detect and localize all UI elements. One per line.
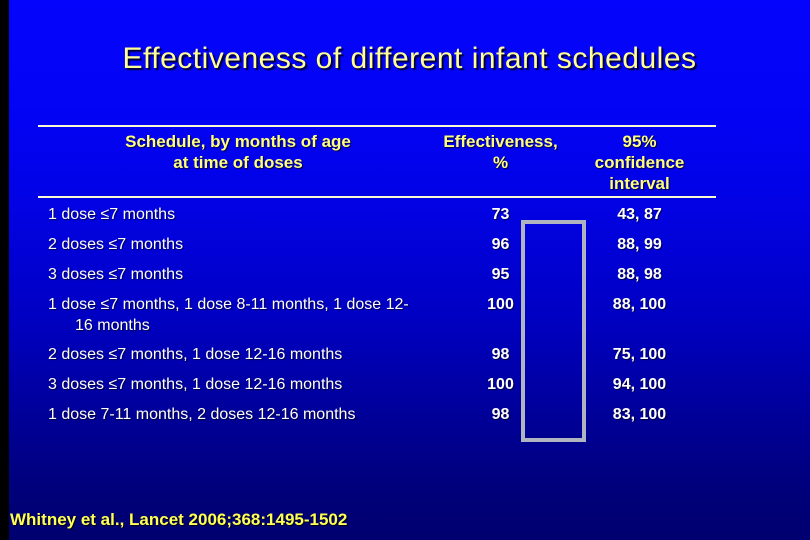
slide-title: Effectiveness of different infant schedu… [122, 42, 697, 75]
schedule-cell: 2 doses ≤7 months, 1 dose 12-16 months [48, 346, 343, 363]
schedule-cell: 1 dose 7-11 months, 2 doses 12-16 months [48, 406, 356, 423]
table-row: 3 doses ≤7 months 95 88, 98 [38, 258, 716, 288]
ci-cell: 83, 100 [612, 406, 667, 423]
left-edge-strip [0, 0, 9, 540]
citation: Whitney et al., Lancet 2006;368:1495-150… [10, 510, 348, 529]
effectiveness-cell: 73 [491, 206, 510, 223]
schedule-cell: 2 doses ≤7 months [48, 236, 184, 253]
effectiveness-table: Schedule, by months of age at time of do… [38, 125, 716, 428]
header-line: confidence [594, 153, 685, 172]
header-schedule: Schedule, by months of age at time of do… [38, 131, 438, 196]
ci-cell: 88, 100 [612, 296, 667, 313]
highlight-box [521, 220, 586, 442]
schedule-cell: 3 doses ≤7 months [48, 266, 184, 283]
table-row: 2 doses ≤7 months 96 88, 99 [38, 228, 716, 258]
schedule-cell: 1 dose ≤7 months [48, 206, 176, 223]
table-top-rule [38, 125, 716, 127]
table-header-rule [38, 196, 716, 198]
header-line: interval [609, 174, 670, 193]
effectiveness-cell: 100 [487, 296, 514, 313]
header-line: at time of doses [173, 153, 303, 172]
ci-cell: 94, 100 [612, 376, 667, 393]
effectiveness-cell: 98 [491, 406, 510, 423]
table-row: 1 dose ≤7 months 73 43, 87 [38, 198, 716, 228]
header-confidence-interval: 95% confidence interval [563, 131, 716, 196]
effectiveness-cell: 100 [487, 376, 514, 393]
header-line: Effectiveness, [443, 132, 558, 151]
header-line: % [492, 153, 509, 172]
effectiveness-cell: 98 [491, 346, 510, 363]
ci-cell: 88, 99 [617, 236, 662, 253]
effectiveness-cell: 95 [491, 266, 510, 283]
schedule-cell: 1 dose ≤7 months, 1 dose 8-11 months, 1 … [48, 296, 409, 334]
table-row: 1 dose ≤7 months, 1 dose 8-11 months, 1 … [38, 288, 716, 338]
ci-cell: 75, 100 [612, 346, 667, 363]
header-effectiveness: Effectiveness, % [438, 131, 563, 196]
header-line: Schedule, by months of age [125, 132, 351, 151]
table-row: 2 doses ≤7 months, 1 dose 12-16 months 9… [38, 338, 716, 368]
table-body: 1 dose ≤7 months 73 43, 87 2 doses ≤7 mo… [38, 198, 716, 428]
effectiveness-cell: 96 [491, 236, 510, 253]
ci-cell: 88, 98 [617, 266, 662, 283]
table-row: 1 dose 7-11 months, 2 doses 12-16 months… [38, 398, 716, 428]
table-header: Schedule, by months of age at time of do… [38, 127, 716, 196]
header-line: 95% [622, 132, 657, 151]
schedule-cell: 3 doses ≤7 months, 1 dose 12-16 months [48, 376, 343, 393]
table-row: 3 doses ≤7 months, 1 dose 12-16 months 1… [38, 368, 716, 398]
ci-cell: 43, 87 [617, 206, 662, 223]
